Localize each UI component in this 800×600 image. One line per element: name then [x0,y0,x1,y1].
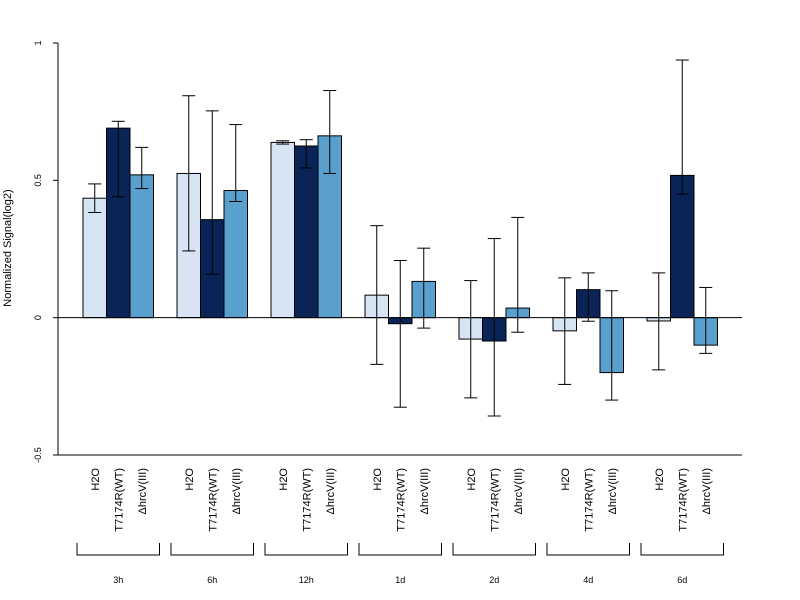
x-category-label: T7174R(WT) [677,468,689,532]
group-bracket [170,543,254,556]
y-tick-label: 0 [33,315,43,320]
group-label: 6d [677,575,687,585]
group-label: 2d [489,575,499,585]
y-axis-label: Normalized Signal(log2) [2,189,14,306]
x-category-label: T7174R(WT) [395,468,407,532]
bar [670,174,695,319]
x-category-label: ΔhrcV(III) [137,468,149,514]
group-bracket [358,543,442,556]
group-label: 12h [299,575,314,585]
x-category-label: H2O [466,468,478,491]
group-label: 4d [583,575,593,585]
group-bracket [546,543,630,556]
group-label: 3h [113,575,123,585]
group-bracket [264,543,348,556]
bar [223,189,248,319]
x-category-labels: H2O T7174R(WT) ΔhrcV(III) H2O T7174R(WT) Δhrc… [90,468,713,532]
x-category-label: ΔhrcV(III) [231,468,243,514]
x-category-label: T7174R(WT) [489,468,501,532]
y-tick-label: 0.5 [33,174,43,187]
x-category-label: H2O [560,468,572,491]
y-axis: -0.5 0 0.5 1 [33,40,59,463]
group-bracket [76,543,160,556]
x-category-label: T7174R(WT) [207,468,219,532]
x-category-label: T7174R(WT) [301,468,313,532]
group-label: 1d [395,575,405,585]
group-brackets: 3h 6h 12h 1d 2d 4d 6d [76,543,724,585]
x-category-label: ΔhrcV(III) [325,468,337,514]
y-tick-label: -0.5 [33,447,43,463]
x-category-label: H2O [184,468,196,491]
error-bars-layer [88,59,713,417]
x-category-label: ΔhrcV(III) [607,468,619,514]
group-bracket [640,543,724,556]
x-category-label: H2O [90,468,102,491]
x-category-label: ΔhrcV(III) [419,468,431,514]
bar [270,141,295,319]
x-category-label: H2O [372,468,384,491]
bar [294,145,319,319]
group-label: 6h [207,575,217,585]
x-category-label: H2O [654,468,666,491]
group-bracket [452,543,536,556]
x-category-label: ΔhrcV(III) [513,468,525,514]
bar [129,174,154,319]
x-category-label: ΔhrcV(III) [701,468,713,514]
x-category-label: T7174R(WT) [113,468,125,532]
bar [82,197,107,319]
x-category-label: H2O [278,468,290,491]
x-category-label: T7174R(WT) [583,468,595,532]
y-tick-label: 1 [33,40,43,45]
